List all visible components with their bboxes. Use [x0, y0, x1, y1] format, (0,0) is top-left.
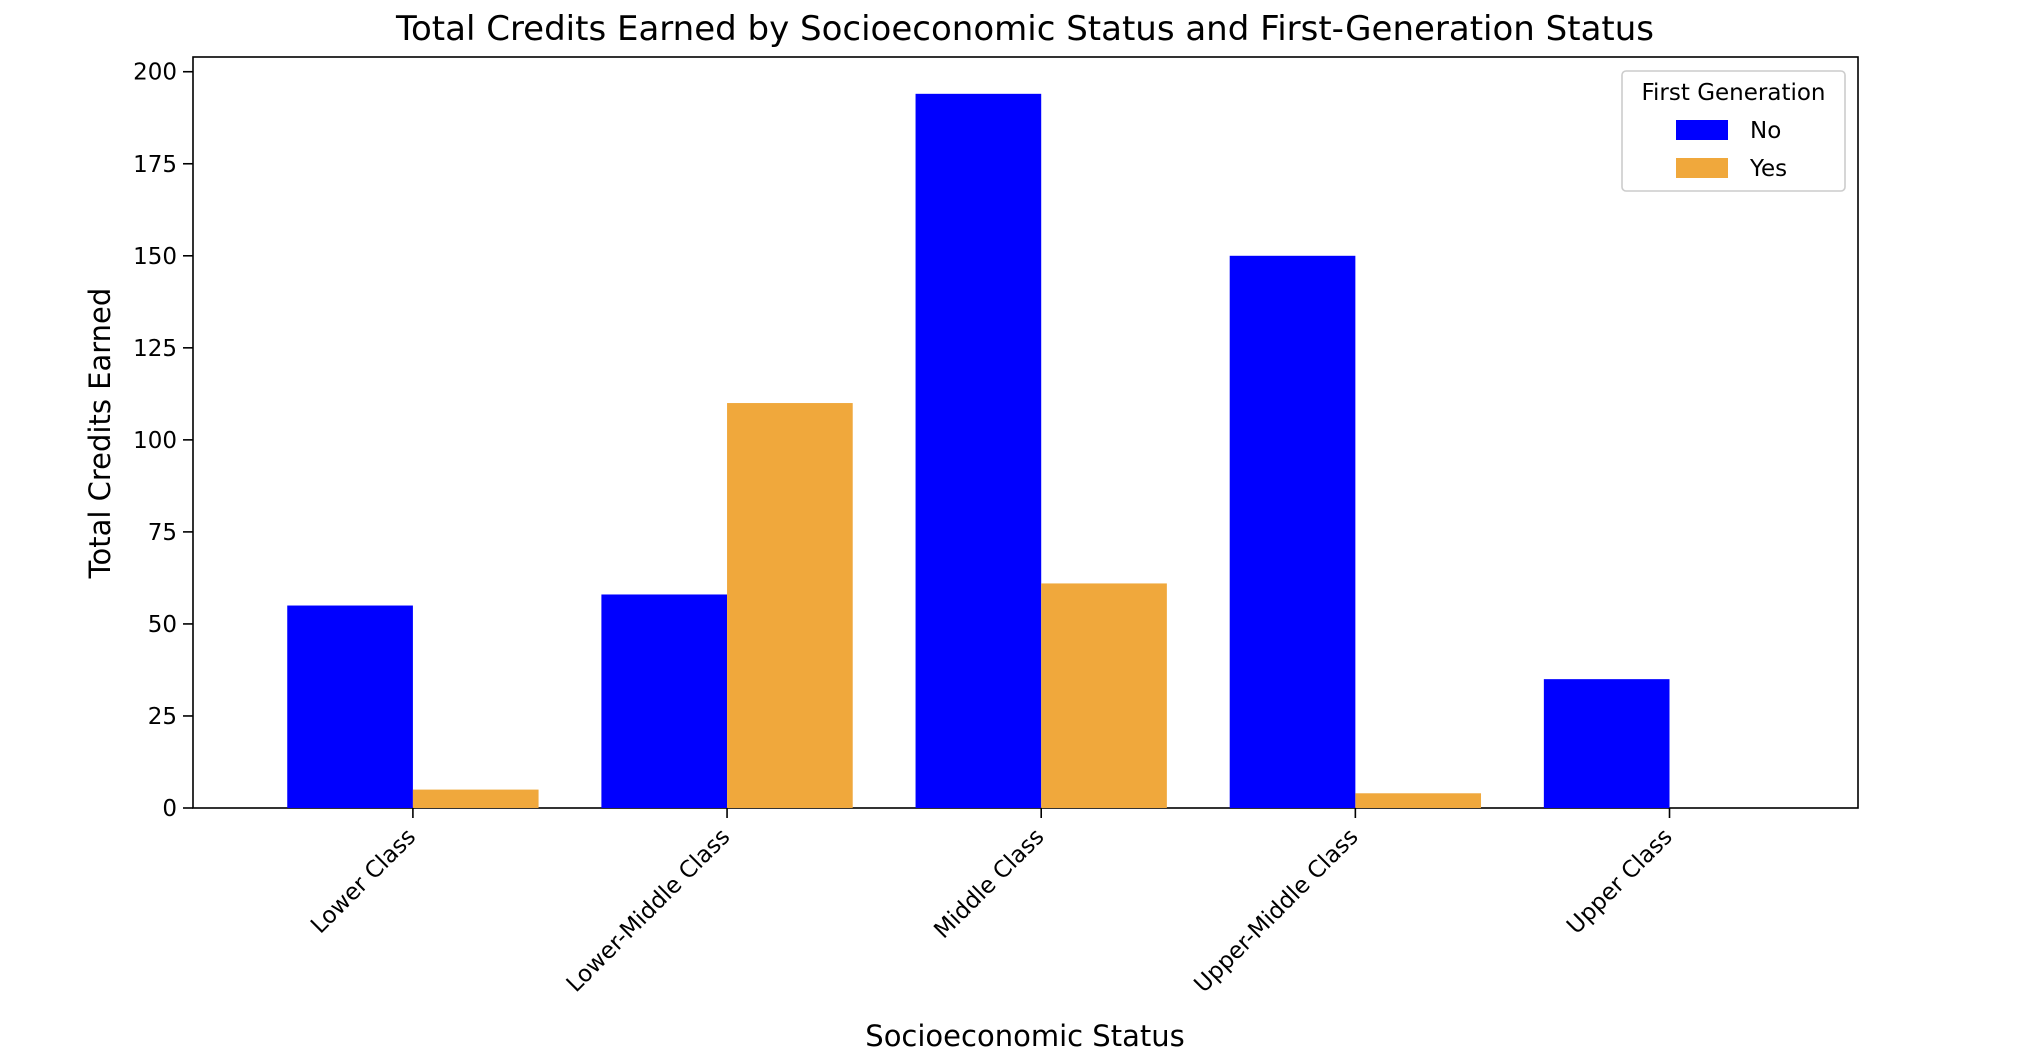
bar-yes-1 — [727, 403, 853, 808]
x-axis-label: Socioeconomic Status — [865, 1019, 1184, 1053]
y-tick-label: 50 — [148, 612, 177, 638]
legend-label-yes: Yes — [1749, 156, 1787, 182]
y-tick-label: 175 — [133, 152, 177, 178]
bar-no-1 — [601, 594, 728, 808]
y-tick-label: 200 — [133, 60, 177, 86]
bar-yes-2 — [1041, 583, 1167, 808]
x-tick-label: Lower Class — [306, 824, 421, 939]
x-axis: Lower Class Lower-Middle Class Middle Clas… — [306, 808, 1678, 998]
y-tick-label: 100 — [133, 428, 177, 454]
y-tick-label: 150 — [133, 244, 177, 270]
y-tick-label: 25 — [148, 704, 177, 730]
legend-label-no: No — [1750, 118, 1781, 144]
y-axis: 0 25 50 75 100 125 150 175 200 — [133, 60, 193, 822]
y-tick-label: 125 — [133, 336, 177, 362]
chart-title: Total Credits Earned by Socioeconomic St… — [395, 9, 1654, 49]
legend: First Generation No Yes — [1621, 70, 1846, 192]
bar-yes-0 — [412, 789, 539, 808]
y-axis-label: Total Credits Earned — [83, 288, 117, 580]
bars — [287, 93, 1670, 809]
x-tick-label: Upper Class — [1562, 824, 1678, 940]
legend-title: First Generation — [1641, 80, 1825, 106]
legend-swatch-no — [1676, 120, 1728, 140]
bar-no-3 — [1229, 255, 1356, 808]
x-tick-label: Upper-Middle Class — [1189, 824, 1363, 998]
legend-swatch-yes — [1676, 158, 1728, 178]
x-tick-label: Lower-Middle Class — [562, 824, 736, 998]
y-tick-label: 0 — [162, 796, 177, 822]
bar-yes-3 — [1355, 793, 1482, 808]
bar-no-4 — [1543, 679, 1670, 808]
bar-no-0 — [287, 605, 413, 808]
bar-no-2 — [915, 93, 1042, 809]
x-tick-label: Middle Class — [929, 824, 1049, 944]
y-tick-label: 75 — [148, 520, 177, 546]
